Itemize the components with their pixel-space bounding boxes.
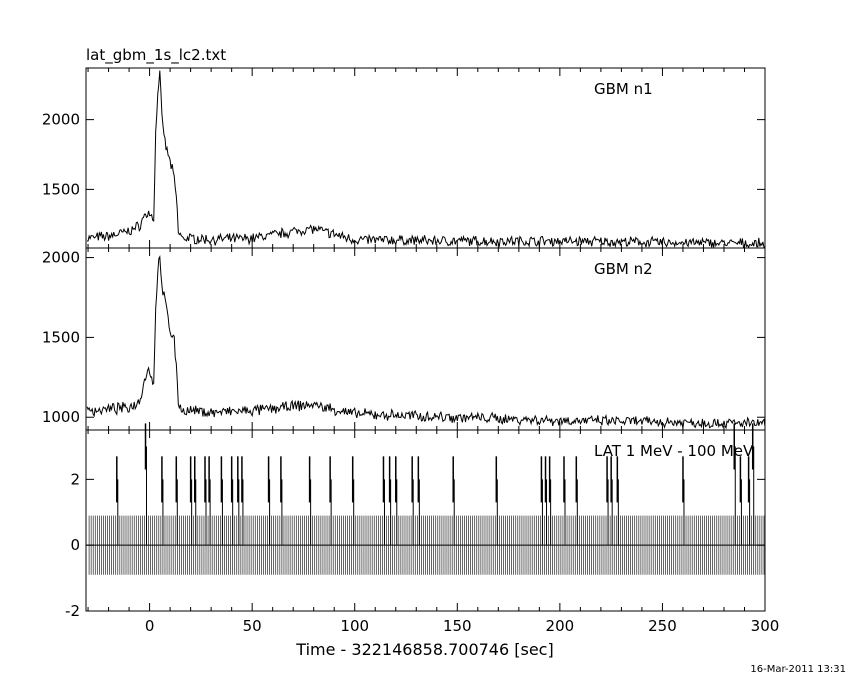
plot-frame — [85, 429, 766, 612]
y-tick-label: 2000 — [42, 249, 80, 267]
x-tick-label: 50 — [243, 617, 262, 635]
x-tick-label: 300 — [751, 617, 780, 635]
panel-lat: -2 0 2 LAT 1 MeV - 100 MeV 0 50 100 150 200 250 30… — [65, 423, 779, 635]
y-tick-label: 2 — [70, 470, 80, 488]
x-axis-label: Time - 322146858.700746 [sec] — [295, 640, 553, 659]
y-tick-label: 1000 — [42, 408, 80, 426]
panel-gbm-n1: 1500 2000 GBM n1 — [42, 67, 766, 249]
footer-timestamp: 16-Mar-2011 13:31 — [750, 664, 846, 675]
panel-label: LAT 1 MeV - 100 MeV — [594, 442, 754, 460]
x-tick-label: 100 — [340, 617, 369, 635]
lightcurve-line — [86, 254, 766, 430]
plot-frame — [85, 247, 766, 431]
panel-label: GBM n1 — [594, 80, 653, 98]
plot-frame — [85, 67, 766, 249]
y-tick-label: 2000 — [42, 111, 80, 129]
lightcurve-line — [87, 70, 766, 249]
y-tick-label: 1500 — [42, 328, 80, 346]
x-tick-label: 250 — [648, 617, 677, 635]
panel-gbm-n2: 1000 1500 2000 GBM n2 — [42, 247, 766, 431]
y-tick-label: -2 — [65, 602, 80, 620]
figure-title: lat_gbm_1s_lc2.txt — [86, 46, 226, 65]
x-tick-label: 0 — [145, 617, 155, 635]
panel-label: GBM n2 — [594, 260, 653, 278]
y-tick-label: 1500 — [42, 180, 80, 198]
y-tick-label: 0 — [70, 536, 80, 554]
x-tick-label: 150 — [443, 617, 472, 635]
x-tick-label: 200 — [546, 617, 575, 635]
